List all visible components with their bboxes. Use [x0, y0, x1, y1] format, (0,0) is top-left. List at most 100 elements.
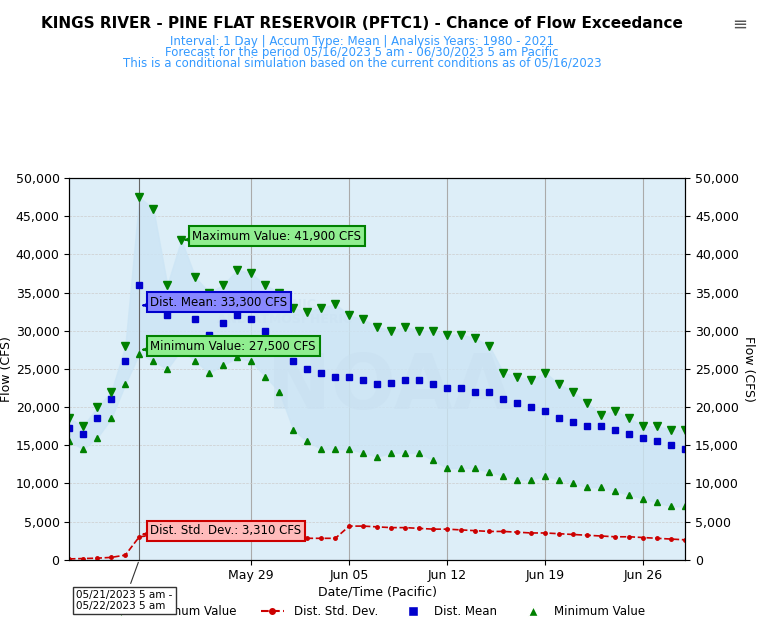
Dist. Std. Dev.: [289, 534, 298, 541]
Dist. Mean: [513, 399, 522, 407]
Minimum Value: [219, 361, 228, 369]
Minimum Value: [624, 491, 634, 499]
Maximum Value: [387, 327, 396, 335]
Maximum Value: [541, 369, 550, 377]
Text: Interval: 1 Day | Accum Type: Mean | Analysis Years: 1980 - 2021: Interval: 1 Day | Accum Type: Mean | Ana…: [170, 35, 554, 48]
Dist. Mean: [583, 422, 592, 430]
Minimum Value: [569, 480, 578, 487]
Maximum Value: [303, 308, 312, 315]
Minimum Value: [65, 438, 74, 445]
Minimum Value: [429, 457, 438, 464]
Maximum Value: [92, 403, 102, 411]
Dist. Std. Dev.: [457, 526, 466, 534]
Line: Dist. Mean: Dist. Mean: [65, 282, 689, 452]
Maximum Value: [107, 388, 116, 396]
Dist. Mean: [554, 415, 564, 422]
Line: Minimum Value: Minimum Value: [65, 347, 689, 509]
Dist. Std. Dev.: [233, 532, 242, 539]
Dist. Mean: [330, 373, 340, 380]
Minimum Value: [149, 357, 158, 365]
Dist. Std. Dev.: [667, 536, 676, 543]
Maximum Value: [135, 193, 144, 201]
Minimum Value: [597, 483, 606, 491]
Maximum Value: [233, 266, 242, 273]
Dist. Std. Dev.: [470, 527, 480, 534]
Minimum Value: [79, 445, 88, 453]
Minimum Value: [667, 502, 676, 510]
Maximum Value: [681, 426, 690, 434]
Maximum Value: [162, 281, 172, 289]
Maximum Value: [484, 342, 494, 350]
Dist. Std. Dev.: [387, 524, 396, 532]
Dist. Mean: [415, 377, 424, 384]
Minimum Value: [373, 453, 382, 460]
Dist. Mean: [191, 315, 200, 323]
Dist. Std. Dev.: [400, 524, 410, 532]
Minimum Value: [191, 357, 200, 365]
Minimum Value: [638, 495, 648, 502]
Minimum Value: [653, 499, 662, 506]
Maximum Value: [638, 422, 648, 430]
Text: 05/21/2023 5 am -
05/22/2023 5 am: 05/21/2023 5 am - 05/22/2023 5 am: [76, 562, 172, 611]
Minimum Value: [107, 415, 116, 422]
Dist. Std. Dev.: [513, 529, 522, 536]
Text: Dist. Mean: 33,300 CFS: Dist. Mean: 33,300 CFS: [143, 296, 288, 308]
Text: Forecast for the period 05/16/2023 5 am - 06/30/2023 5 am Pacific: Forecast for the period 05/16/2023 5 am …: [165, 46, 559, 59]
Maximum Value: [583, 399, 592, 407]
Dist. Std. Dev.: [316, 534, 326, 542]
Maximum Value: [443, 331, 452, 338]
Dist. Std. Dev.: [583, 532, 592, 539]
Dist. Std. Dev.: [359, 522, 368, 530]
Dist. Mean: [569, 418, 578, 426]
Dist. Std. Dev.: [681, 536, 690, 544]
Text: KINGS RIVER - PINE FLAT RESERVOIR (PFTC1) - Chance of Flow Exceedance: KINGS RIVER - PINE FLAT RESERVOIR (PFTC1…: [41, 16, 683, 31]
Dist. Mean: [261, 327, 270, 335]
Minimum Value: [289, 426, 298, 434]
Dist. Mean: [316, 369, 326, 377]
Dist. Mean: [667, 441, 676, 449]
Dist. Mean: [611, 426, 620, 434]
Minimum Value: [457, 464, 466, 472]
Dist. Mean: [135, 281, 144, 289]
Text: This is a conditional simulation based on the current conditions as of 05/16/202: This is a conditional simulation based o…: [122, 57, 601, 69]
Maximum Value: [121, 342, 130, 350]
Text: ≡: ≡: [732, 16, 747, 34]
Minimum Value: [470, 464, 480, 472]
Dist. Mean: [107, 396, 116, 403]
Maximum Value: [191, 273, 200, 281]
Minimum Value: [330, 445, 340, 453]
Dist. Mean: [162, 312, 172, 319]
Dist. Std. Dev.: [176, 530, 186, 538]
Dist. Mean: [484, 388, 494, 396]
Dist. Std. Dev.: [554, 530, 564, 537]
X-axis label: Date/Time (Pacific): Date/Time (Pacific): [318, 585, 437, 598]
Minimum Value: [316, 445, 326, 453]
Maximum Value: [359, 315, 368, 323]
Minimum Value: [121, 380, 130, 388]
Dist. Std. Dev.: [191, 532, 200, 539]
Minimum Value: [513, 476, 522, 483]
Dist. Std. Dev.: [653, 534, 662, 542]
Y-axis label: Flow (CFS): Flow (CFS): [0, 336, 13, 402]
Minimum Value: [246, 357, 256, 365]
Maximum Value: [205, 289, 214, 296]
Dist. Std. Dev.: [345, 522, 354, 530]
Minimum Value: [345, 445, 354, 453]
Minimum Value: [261, 373, 270, 380]
Maximum Value: [429, 327, 438, 335]
Dist. Mean: [597, 422, 606, 430]
Dist. Std. Dev.: [92, 555, 102, 562]
Dist. Mean: [65, 425, 74, 432]
Dist. Std. Dev.: [499, 528, 508, 536]
Dist. Mean: [373, 380, 382, 388]
Text: OCEANIC
AND ATMOSPHERIC: OCEANIC AND ATMOSPHERIC: [217, 298, 353, 326]
Maximum Value: [499, 369, 508, 377]
Dist. Std. Dev.: [162, 532, 172, 540]
Dist. Mean: [527, 403, 536, 411]
Minimum Value: [275, 388, 284, 396]
Dist. Mean: [79, 430, 88, 438]
Maximum Value: [611, 407, 620, 415]
Text: Dist. Std. Dev.: 3,310 CFS: Dist. Std. Dev.: 3,310 CFS: [143, 525, 302, 537]
Dist. Mean: [541, 407, 550, 415]
Maximum Value: [415, 327, 424, 335]
